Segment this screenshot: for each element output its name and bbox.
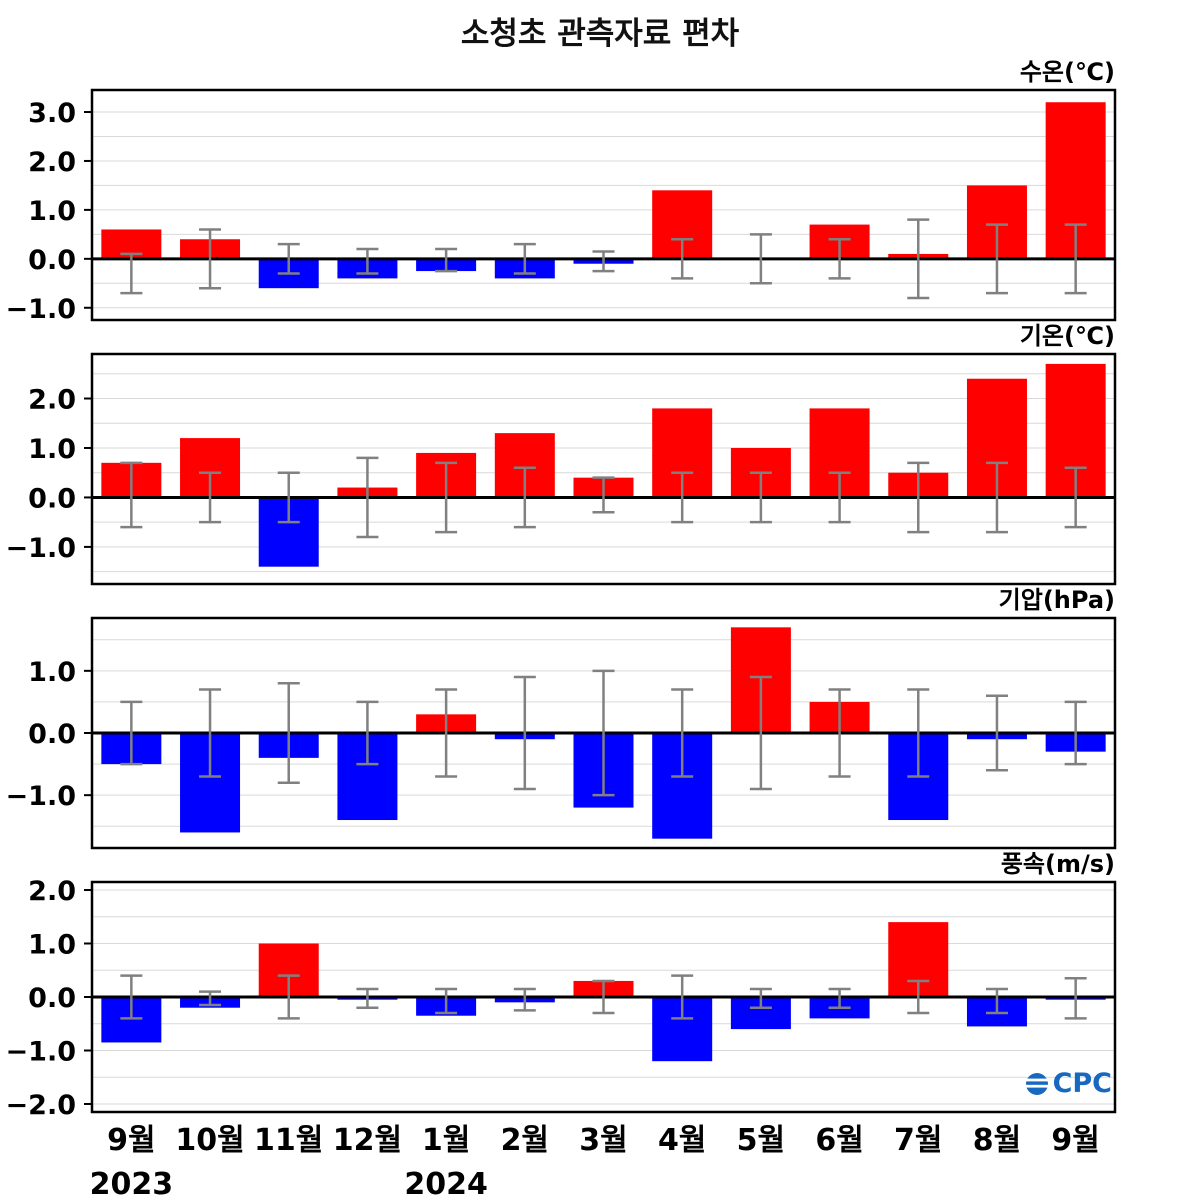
error-bar: [356, 456, 379, 539]
error-bar: [435, 987, 458, 1015]
error-bar: [749, 987, 772, 1009]
x-tick-label: 10월: [175, 1123, 244, 1158]
error-bar: [120, 700, 143, 766]
error-bar: [199, 990, 222, 1007]
error-bar: [356, 987, 379, 1009]
x-tick-label: 7월: [894, 1123, 942, 1158]
year-label: 2023: [90, 1167, 174, 1200]
error-bar: [828, 471, 851, 524]
error-bar: [671, 688, 694, 778]
error-bar: [749, 471, 772, 524]
panel-title: 기압(hPa): [999, 586, 1115, 614]
error-bar: [985, 987, 1008, 1015]
error-bar: [356, 700, 379, 766]
error-bar: [120, 974, 143, 1020]
y-tick-label: −1.0: [6, 294, 76, 325]
panel-title: 풍속(m/s): [1001, 850, 1115, 878]
error-bar: [1064, 977, 1087, 1020]
y-tick-label: 2.0: [28, 385, 76, 416]
error-bar: [513, 466, 536, 529]
error-bar: [199, 228, 222, 290]
error-bar: [277, 471, 300, 524]
y-tick-label: −2.0: [6, 1090, 76, 1121]
error-bar: [277, 974, 300, 1020]
error-bar: [513, 987, 536, 1012]
error-bar: [277, 682, 300, 784]
error-bar: [199, 688, 222, 778]
y-tick-label: 1.0: [28, 196, 76, 227]
y-tick-label: 2.0: [28, 147, 76, 178]
year-label: 2024: [404, 1167, 488, 1200]
error-bar: [592, 669, 615, 797]
ocpc-logo: CPC: [1024, 1070, 1112, 1097]
x-tick-label: 9월: [107, 1123, 155, 1158]
y-tick-label: 0.0: [28, 245, 76, 276]
error-bar: [749, 233, 772, 285]
error-bar: [435, 247, 458, 273]
y-tick-label: 1.0: [28, 434, 76, 465]
error-bar: [592, 979, 615, 1015]
y-tick-label: 1.0: [28, 657, 76, 688]
error-bar: [435, 461, 458, 534]
panel-title: 기온(℃): [1020, 322, 1115, 350]
x-tick-label: 6월: [815, 1123, 863, 1158]
panel-border: [90, 616, 1117, 850]
y-tick-label: −1.0: [6, 781, 76, 812]
error-bar: [513, 242, 536, 275]
error-bar: [985, 461, 1008, 534]
error-bar: [671, 974, 694, 1020]
y-tick-label: 0.0: [28, 483, 76, 514]
error-bar: [828, 987, 851, 1009]
x-tick-label: 9월: [1051, 1123, 1099, 1158]
panel-border: [90, 880, 1117, 1114]
error-bar: [671, 238, 694, 280]
error-bar: [828, 688, 851, 778]
error-bar: [1064, 466, 1087, 529]
error-bar: [199, 471, 222, 524]
error-bar: [907, 218, 930, 300]
x-tick-label: 12월: [333, 1123, 402, 1158]
y-tick-label: 3.0: [28, 98, 76, 129]
panel-title: 수온(℃): [1020, 58, 1115, 86]
error-bar: [513, 675, 536, 791]
y-tick-label: 0.0: [28, 719, 76, 750]
error-bar: [907, 979, 930, 1015]
panel-border: [90, 352, 1117, 586]
error-bar: [1064, 223, 1087, 295]
error-bar: [749, 675, 772, 791]
y-tick-label: −1.0: [6, 1036, 76, 1067]
error-bar: [356, 247, 379, 275]
error-bar: [985, 694, 1008, 772]
error-bar: [985, 223, 1008, 295]
figure-title: 소청초 관측자료 편차: [460, 16, 740, 52]
striped-globe-o-icon: [1024, 1072, 1049, 1095]
y-tick-label: 2.0: [28, 876, 76, 907]
error-bar: [907, 688, 930, 778]
error-bar: [1064, 700, 1087, 766]
error-bar: [828, 238, 851, 280]
y-tick-label: 1.0: [28, 930, 76, 961]
ocpc-logo-text: CPC: [1052, 1068, 1112, 1099]
x-tick-label: 3월: [579, 1123, 627, 1158]
x-tick-label: 11월: [254, 1123, 323, 1158]
error-bar: [671, 471, 694, 524]
x-tick-label: 2월: [501, 1123, 549, 1158]
y-tick-label: −1.0: [6, 533, 76, 564]
x-tick-label: 5월: [737, 1123, 785, 1158]
x-tick-label: 8월: [973, 1123, 1021, 1158]
panel-border: [90, 88, 1117, 322]
error-bar: [120, 252, 143, 295]
x-tick-label: 1월: [422, 1123, 470, 1158]
y-tick-label: 0.0: [28, 983, 76, 1014]
error-bar: [907, 461, 930, 534]
error-bar: [592, 250, 615, 273]
x-tick-label: 4월: [658, 1123, 706, 1158]
error-bar: [435, 688, 458, 778]
error-bar: [592, 476, 615, 514]
error-bar: [277, 242, 300, 275]
error-bar: [120, 461, 143, 529]
